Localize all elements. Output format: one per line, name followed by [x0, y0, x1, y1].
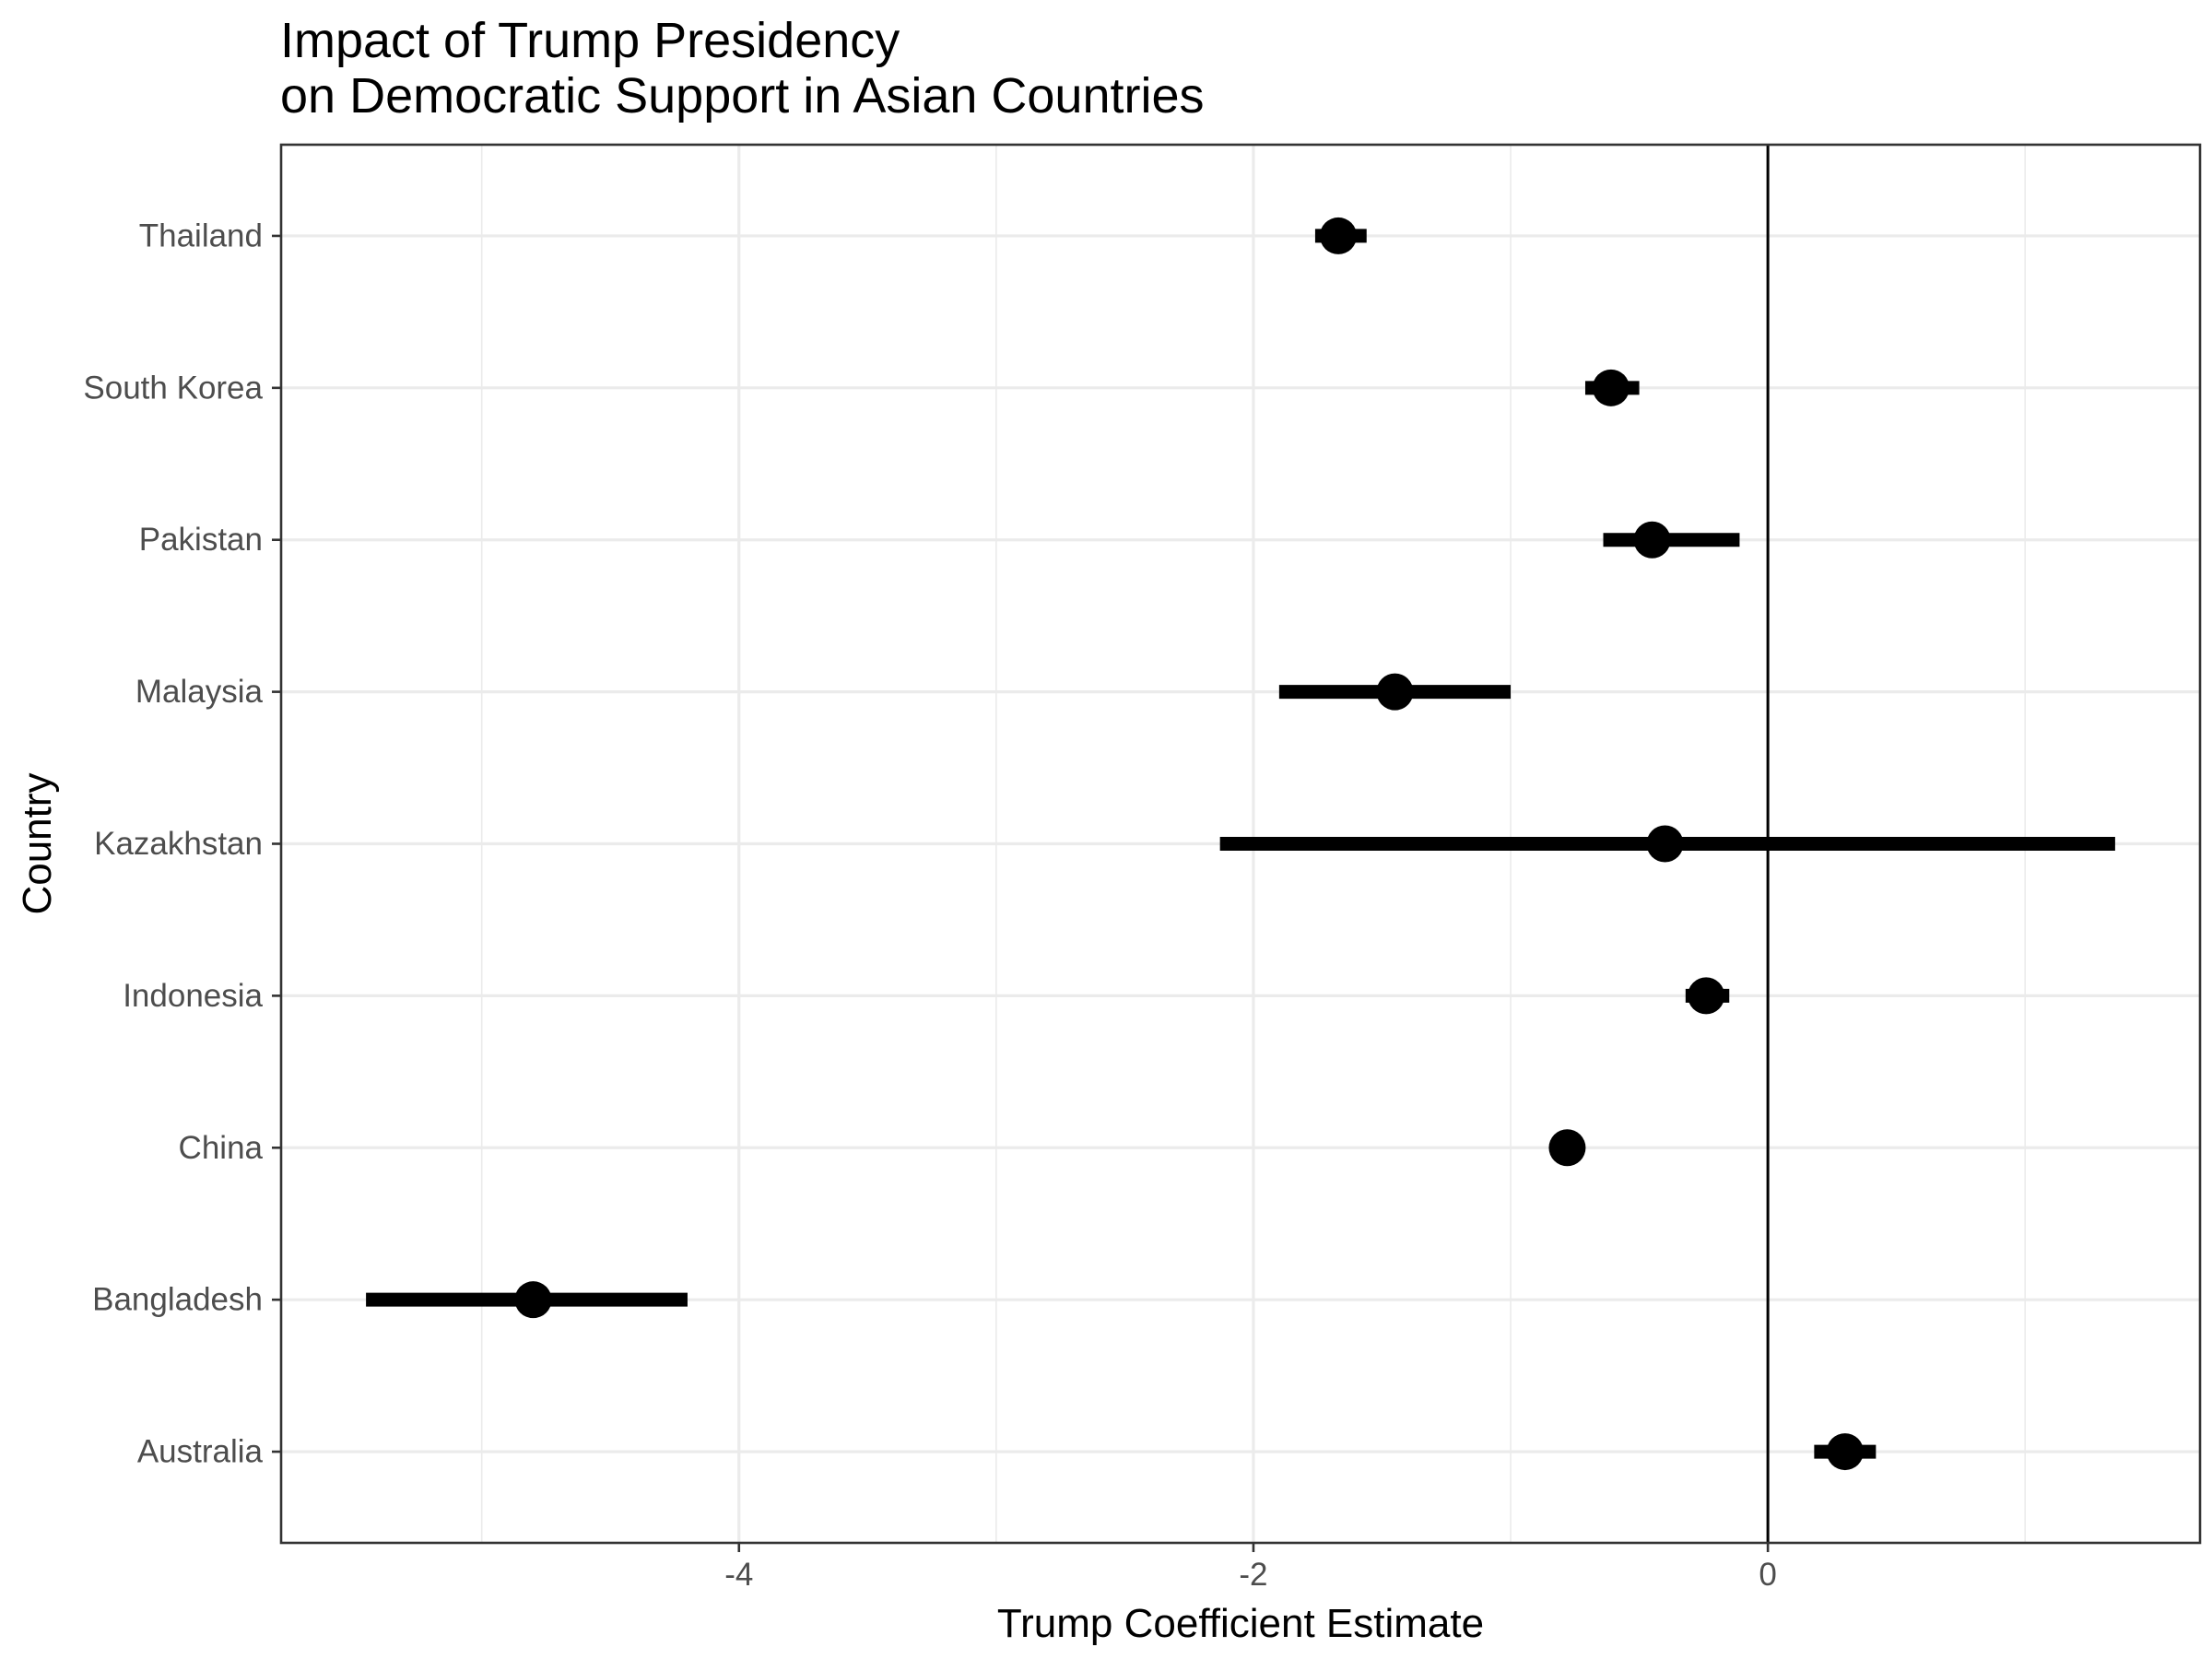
estimate-point	[1826, 1433, 1864, 1471]
y-tick-label: South Korea	[83, 370, 263, 406]
estimate-point	[1633, 521, 1671, 559]
y-axis-title: Country	[15, 772, 60, 914]
y-tick-label: Kazakhstan	[94, 826, 263, 862]
estimate-point	[1548, 1129, 1586, 1167]
y-axis: Australia Bangladesh China Indonesia Kazakhs…	[83, 218, 281, 1470]
x-axis: -4 -2 0	[724, 1543, 1777, 1593]
y-tick-label: Bangladesh	[92, 1282, 263, 1318]
estimate-point	[1376, 673, 1414, 711]
estimate-point	[1688, 977, 1725, 1015]
y-tick-label: Australia	[137, 1434, 264, 1470]
estimate-point	[1320, 217, 1358, 254]
chart-title-line-2: on Democratic Support in Asian Countries	[280, 68, 1205, 124]
x-tick-label: 0	[1759, 1557, 1776, 1593]
chart-title-line-1: Impact of Trump Presidency	[280, 13, 900, 68]
estimate-point	[1646, 825, 1684, 863]
x-tick-label: -4	[724, 1557, 753, 1593]
data-marks	[366, 217, 2115, 1471]
y-tick-label: Malaysia	[135, 674, 264, 710]
y-tick-label: Indonesia	[123, 978, 263, 1014]
estimate-point	[1592, 369, 1630, 406]
x-axis-title: Trump Coefficient Estimate	[997, 1601, 1484, 1646]
x-tick-label: -2	[1239, 1557, 1267, 1593]
y-tick-label: China	[179, 1130, 264, 1166]
y-tick-label: Thailand	[139, 218, 263, 253]
estimate-point	[514, 1281, 552, 1319]
y-tick-label: Pakistan	[139, 522, 263, 558]
